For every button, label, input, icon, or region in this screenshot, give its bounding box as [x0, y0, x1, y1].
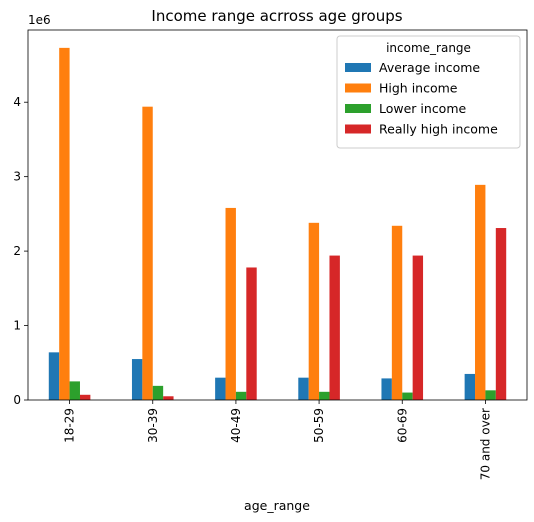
y-tick-label: 0 [13, 393, 21, 407]
legend-swatch [345, 124, 371, 134]
legend-entry-label: Really high income [379, 122, 498, 137]
x-tick-label: 30-39 [146, 408, 160, 443]
y-tick-label: 1 [13, 319, 21, 333]
bar-average-income-40-49 [215, 377, 226, 400]
bar-high-income-18-29 [59, 47, 70, 401]
bar-lower-income-70-and-over [485, 390, 496, 400]
x-ticks: 18-29 30-39 40-49 50-59 60-69 70 and over [63, 400, 492, 480]
plot-frame [27, 29, 528, 401]
bars-layer [48, 47, 507, 401]
bar-high-income-40-49 [225, 207, 236, 400]
legend-swatch [345, 63, 371, 72]
legend-entry-label: High income [379, 81, 458, 96]
legend: income_range Average income High income Lo… [336, 35, 521, 149]
bar-average-income-60-69 [381, 378, 392, 400]
legend-items: Average income High income Lower income Rea… [345, 60, 498, 137]
bar-lower-income-18-29 [69, 381, 80, 400]
bar-average-income-30-39 [131, 359, 143, 400]
legend-frame [336, 35, 521, 149]
y-tick-label: 2 [13, 244, 21, 258]
bar-really-high-income-40-49 [246, 267, 257, 400]
y-ticks: 0 1 2 3 4 [13, 95, 28, 407]
legend-entry-label: Lower income [379, 101, 467, 116]
bar-really-high-income-30-39 [163, 396, 174, 400]
x-axis-label: age_range [244, 498, 310, 513]
legend-entry-label: Average income [379, 60, 480, 75]
bar-high-income-50-59 [308, 222, 320, 400]
legend-swatch [345, 104, 371, 113]
bar-high-income-30-39 [142, 106, 153, 401]
legend-title: income_range [386, 41, 471, 55]
bar-really-high-income-50-59 [329, 255, 340, 400]
bar-really-high-income-18-29 [79, 394, 91, 400]
x-tick-label: 60-69 [395, 408, 409, 443]
y-axis-offset-label: 1e6 [28, 13, 51, 27]
x-tick-label: 18-29 [63, 408, 77, 443]
chart-title: Income range acrross age groups [151, 7, 402, 25]
x-tick-label: 40-49 [229, 408, 243, 443]
bar-lower-income-30-39 [152, 385, 164, 400]
bar-lower-income-40-49 [235, 391, 247, 400]
y-tick-label: 3 [13, 170, 21, 184]
bar-really-high-income-70-and-over [495, 228, 507, 400]
y-tick-label: 4 [13, 95, 21, 109]
bar-average-income-50-59 [298, 377, 309, 400]
bar-high-income-70-and-over [475, 184, 486, 400]
bar-high-income-60-69 [391, 225, 403, 400]
x-tick-label: 50-59 [312, 408, 326, 443]
x-tick-label: 70 and over [478, 408, 492, 480]
bar-lower-income-60-69 [402, 392, 413, 400]
bar-lower-income-50-59 [319, 391, 330, 400]
legend-swatch [345, 83, 371, 93]
bar-really-high-income-60-69 [412, 255, 424, 400]
bar-average-income-18-29 [48, 352, 60, 400]
bar-average-income-70-and-over [464, 373, 476, 400]
